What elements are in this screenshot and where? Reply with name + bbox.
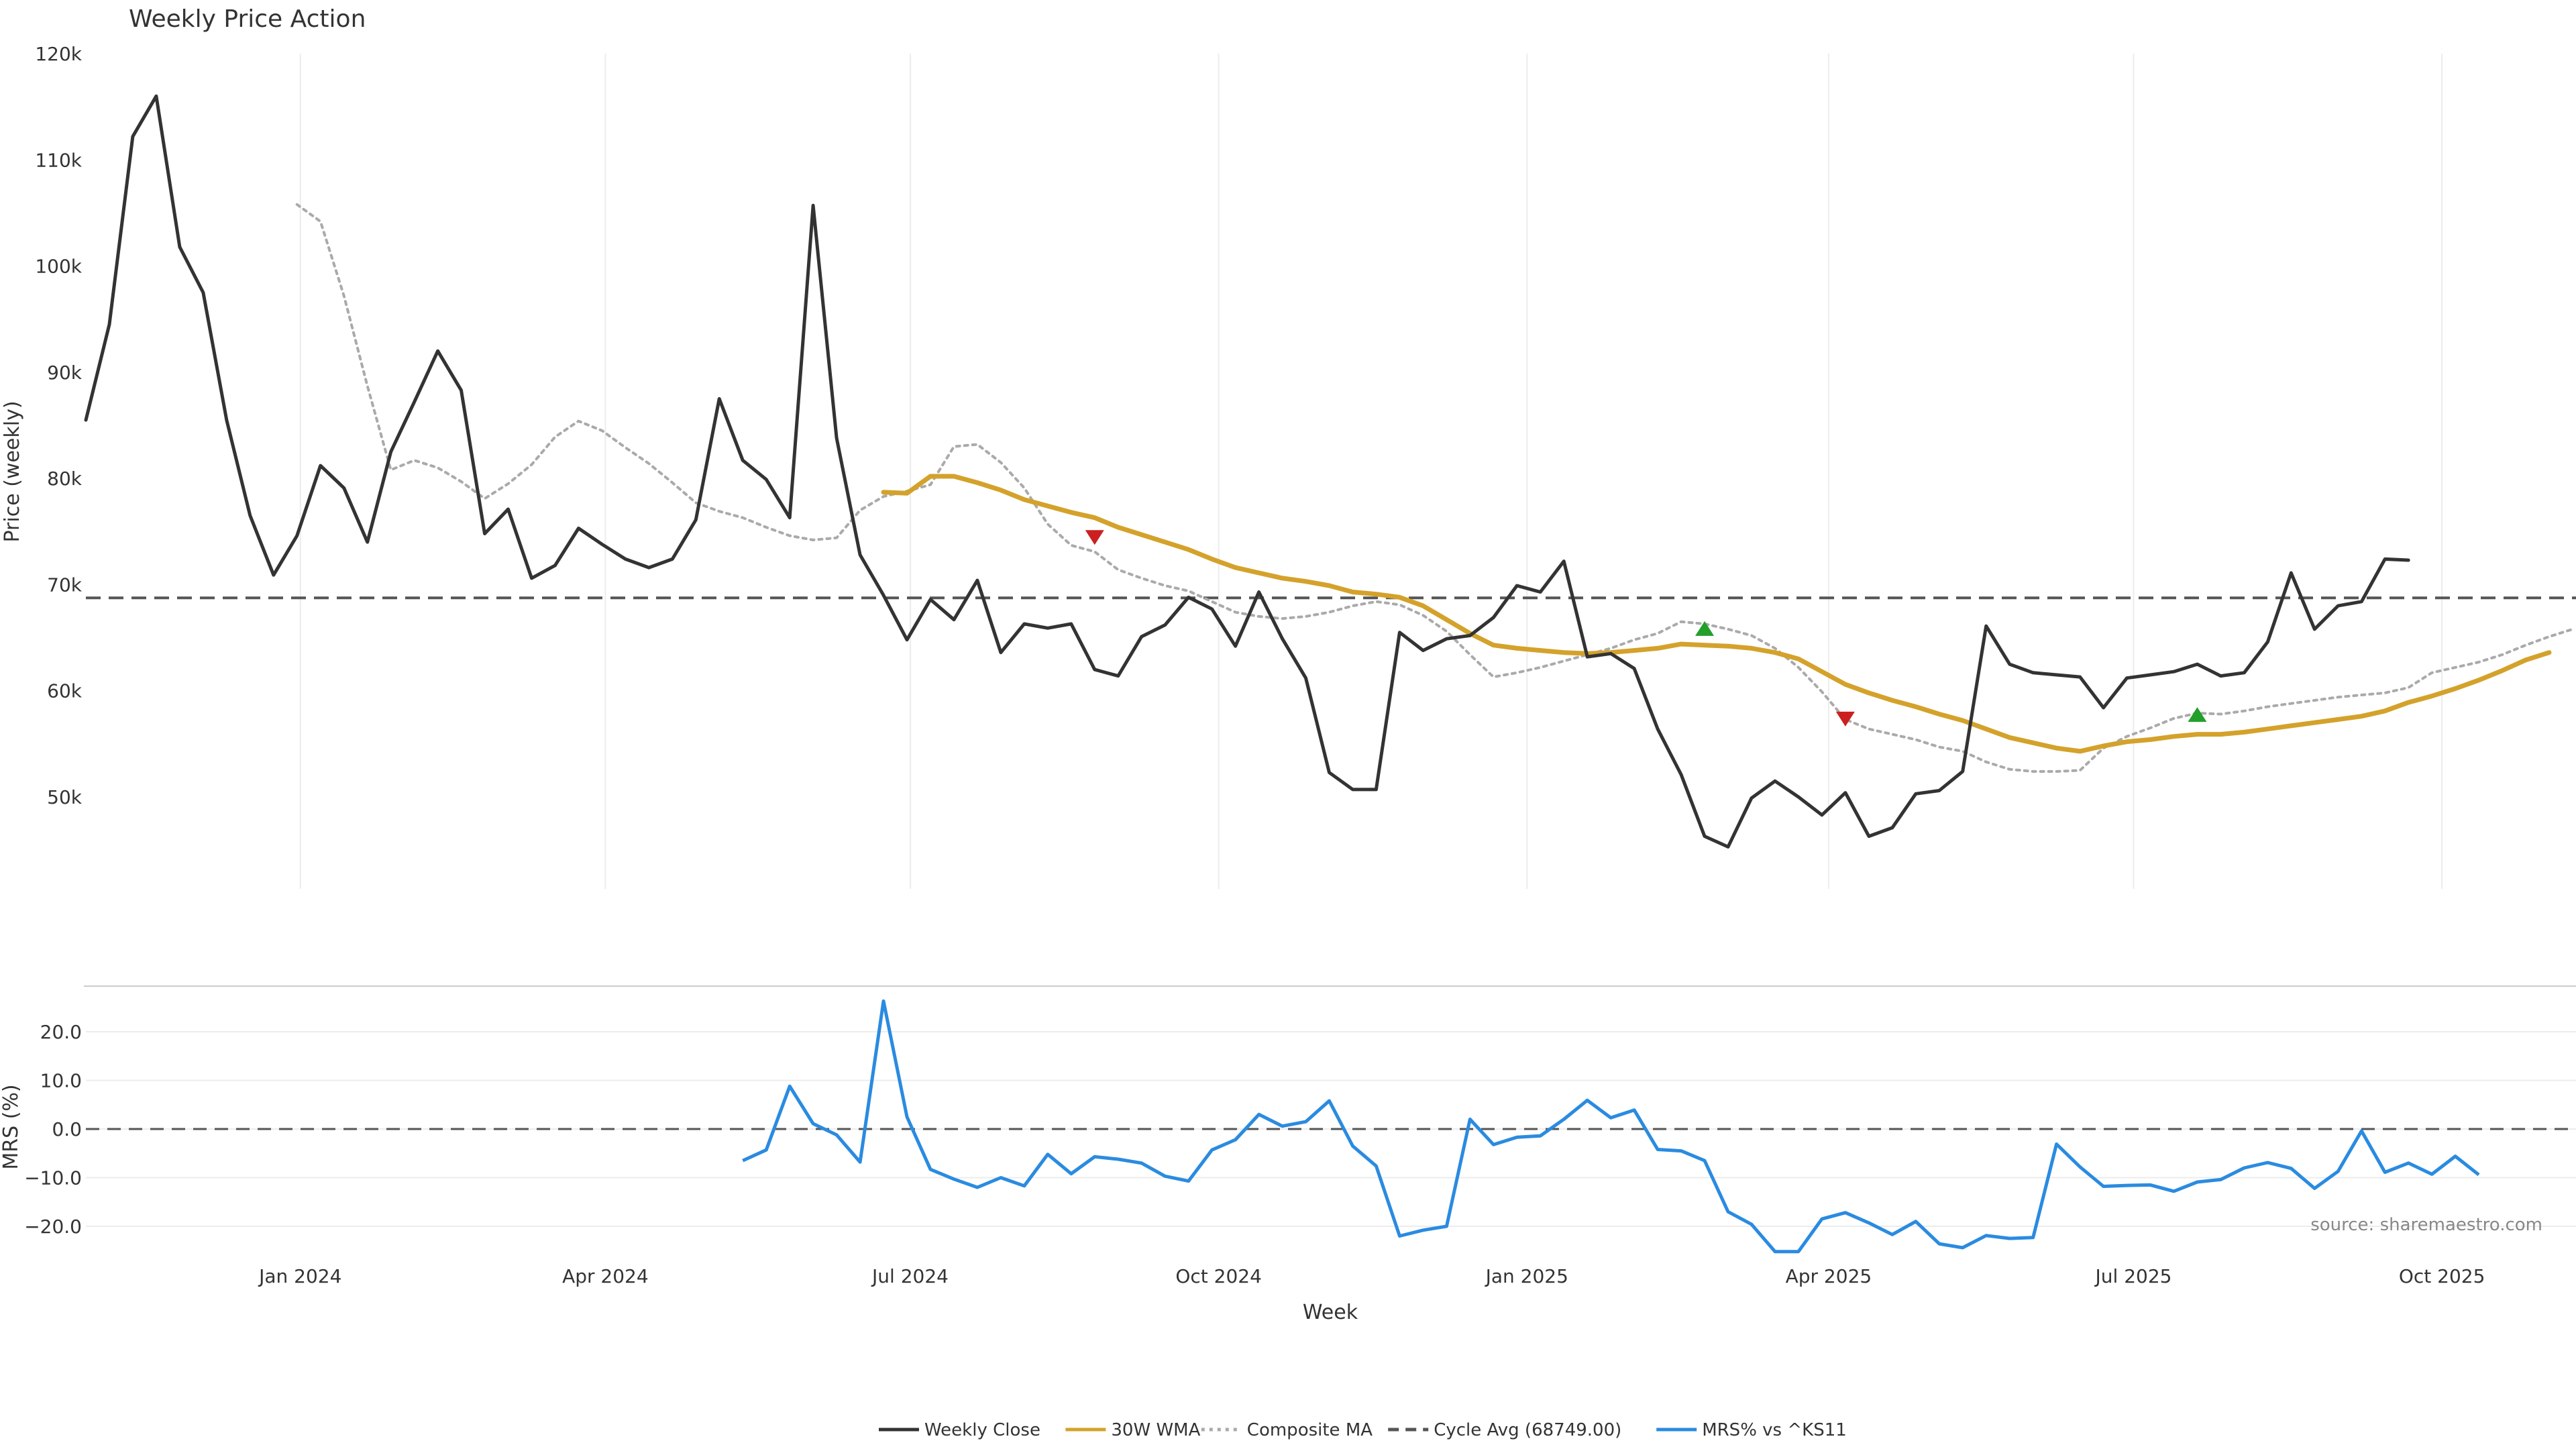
price-y-tick-label: 110k [35,149,82,171]
price-grid [299,54,2443,889]
x-tick-label: Apr 2025 [1786,1265,1872,1287]
price-y-tick-label: 90k [47,362,83,384]
x-axis-label: Week [1303,1301,1358,1324]
mrs-y-ticks: −20.0 −10.0 0.0 10.0 20.0 [24,1021,82,1238]
x-tick-label: Apr 2024 [562,1265,649,1287]
buy-signal-marker [1695,621,1715,636]
x-tick-label: Oct 2025 [2399,1265,2485,1287]
mrs-y-tick-label: 0.0 [52,1118,82,1140]
legend-item: Composite MA [1201,1420,1373,1440]
x-tick-label: Jan 2025 [1485,1265,1568,1287]
legend-item: Weekly Close [879,1420,1040,1440]
weekly-close-line [84,94,2410,849]
legend-item: MRS% vs ^KS11 [1656,1420,1847,1440]
mrs-y-tick-label: 20.0 [40,1021,82,1043]
price-y-axis-label: Price (weekly) [1,400,24,542]
mrs-y-tick-label: −10.0 [24,1167,82,1189]
legend-label: MRS% vs ^KS11 [1702,1420,1847,1440]
x-tick-label: Oct 2024 [1175,1265,1262,1287]
x-tick-label: Jul 2025 [2094,1265,2172,1287]
x-tick-label: Jan 2024 [258,1265,341,1287]
source-note: source: sharemaestro.com [2310,1215,2542,1235]
price-y-ticks: 50k 60k 70k 80k 90k 100k 110k 120k [35,43,82,808]
mrs-line [742,999,2480,1254]
chart-title: Weekly Price Action [129,5,366,33]
price-y-tick-label: 70k [47,574,83,596]
price-panel: 50k 60k 70k 80k 90k 100k 110k 120k Weekly Price… [1,5,2576,889]
price-y-tick-label: 60k [47,680,83,702]
mrs-y-axis-label: MRS (%) [0,1084,23,1169]
mrs-panel: −20.0 −10.0 0.0 10.0 20.0 MRS (%) source: sh… [0,985,2576,1254]
legend-label: Cycle Avg (68749.00) [1434,1420,1621,1440]
buy-signal-marker [2188,707,2207,722]
legend-item: 30W WMA [1065,1420,1201,1440]
sell-signal-marker [1835,711,1855,727]
price-y-tick-label: 80k [47,468,83,490]
wma-30w-line [881,474,2552,754]
legend-label: Weekly Close [924,1420,1040,1440]
legend: Weekly Close 30W WMA Composite MA Cycle Avg… [879,1420,1847,1440]
x-tick-label: Jul 2024 [871,1265,949,1287]
legend-label: Composite MA [1247,1420,1373,1440]
price-y-tick-label: 100k [35,256,82,278]
mrs-series [742,999,2480,1254]
mrs-y-tick-label: 10.0 [40,1070,82,1092]
legend-label: 30W WMA [1111,1420,1200,1440]
sell-signal-marker [1085,530,1104,545]
x-axis-ticks: Jan 2024 Apr 2024 Jul 2024 Oct 2024 Jan 2025… [258,1265,2485,1287]
price-y-tick-label: 50k [47,786,83,808]
price-y-tick-label: 120k [35,43,82,65]
legend-item: Cycle Avg (68749.00) [1388,1420,1621,1440]
mrs-y-tick-label: −20.0 [24,1216,82,1238]
signal-markers [1085,530,2207,727]
